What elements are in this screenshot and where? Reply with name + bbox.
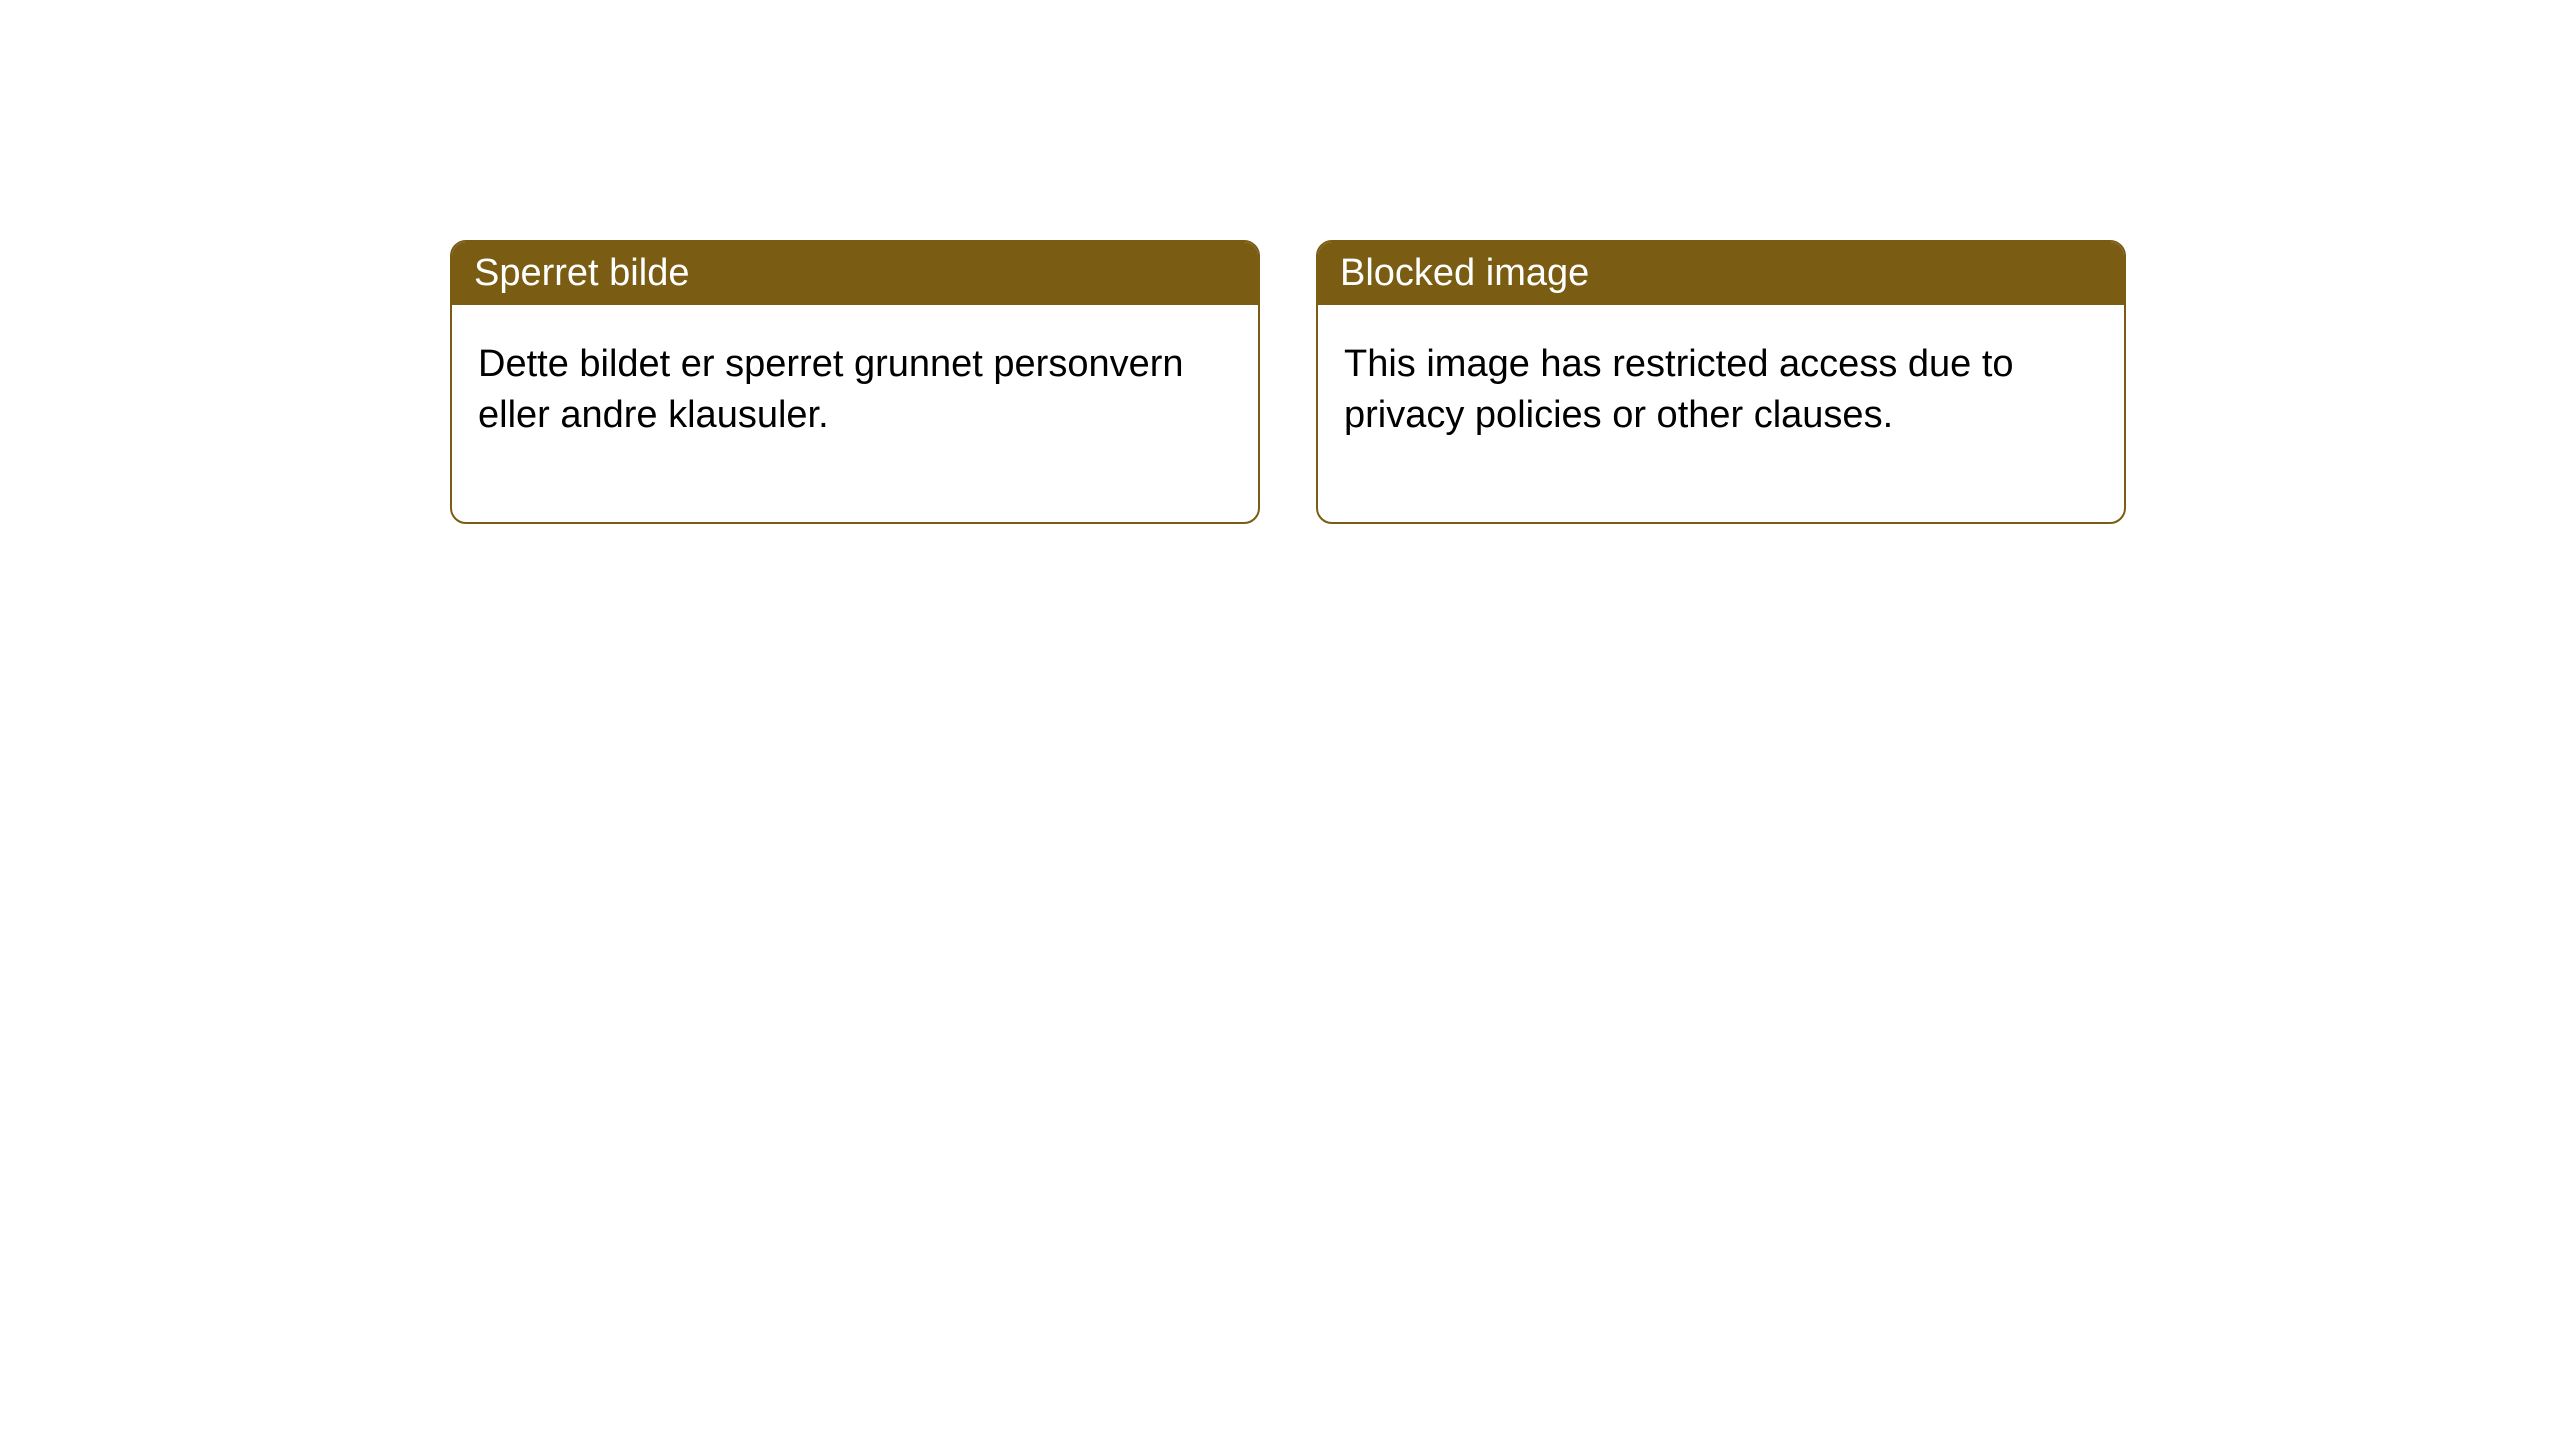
notice-card-norwegian: Sperret bilde Dette bildet er sperret gr… <box>450 240 1260 524</box>
notice-body: Dette bildet er sperret grunnet personve… <box>452 305 1258 522</box>
notice-card-container: Sperret bilde Dette bildet er sperret gr… <box>0 0 2560 524</box>
notice-title: Blocked image <box>1318 242 2124 305</box>
notice-card-english: Blocked image This image has restricted … <box>1316 240 2126 524</box>
notice-title: Sperret bilde <box>452 242 1258 305</box>
notice-body: This image has restricted access due to … <box>1318 305 2124 522</box>
